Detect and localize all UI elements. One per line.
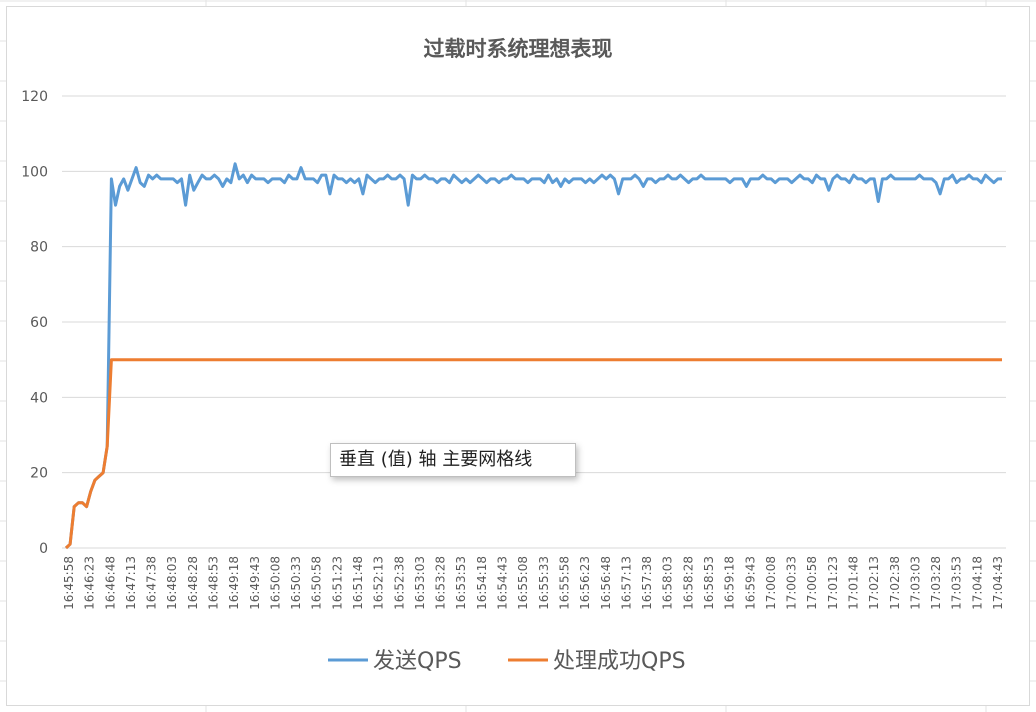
x-tick-label: 16:58:28 [681, 556, 695, 610]
x-tick-label: 17:00:58 [805, 556, 819, 610]
x-tick-label: 16:55:33 [537, 556, 551, 610]
y-tick-label: 80 [30, 240, 48, 256]
horizontal-gridlines[interactable] [62, 95, 1006, 549]
x-tick-label: 17:00:33 [785, 556, 799, 610]
x-tick-label: 16:46:48 [103, 556, 117, 610]
x-tick-label: 16:48:03 [165, 556, 179, 610]
x-tick-label: 16:48:28 [186, 556, 200, 610]
x-tick-label: 16:54:18 [475, 556, 489, 610]
chart-area[interactable] [6, 6, 1030, 706]
x-tick-label: 16:48:53 [207, 556, 221, 610]
x-tick-label: 17:00:08 [764, 556, 778, 610]
y-tick-label: 120 [21, 89, 48, 105]
x-tick-label: 16:50:58 [310, 556, 324, 610]
y-tick-label: 0 [39, 541, 48, 557]
series-line-1[interactable] [64, 162, 1002, 550]
x-tick-label: 16:55:08 [516, 556, 530, 610]
x-tick-label: 16:50:33 [289, 556, 303, 610]
legend-label: 处理成功QPS [553, 649, 686, 674]
x-tick-label: 17:03:03 [908, 556, 922, 610]
x-tick-label: 16:52:13 [372, 556, 386, 610]
x-tick-label: 16:58:53 [702, 556, 716, 610]
x-tick-label: 17:02:38 [888, 556, 902, 610]
x-tick-label: 16:59:18 [723, 556, 737, 610]
series-line-2[interactable] [64, 358, 1002, 550]
x-tick-label: 17:03:53 [950, 556, 964, 610]
y-tick-label: 100 [21, 164, 48, 180]
y-tick-label: 60 [30, 315, 48, 331]
gridline-tooltip: 垂直 (值) 轴 主要网格线 [330, 443, 576, 477]
x-tick-label: 16:51:48 [351, 556, 365, 610]
legend[interactable]: 发送QPS 处理成功QPS [328, 649, 686, 674]
chart-title: 过载时系统理想表现 [424, 37, 613, 61]
x-tick-label: 17:01:23 [826, 556, 840, 610]
x-tick-label: 16:45:58 [62, 556, 76, 610]
x-tick-label: 16:53:03 [413, 556, 427, 610]
x-tick-label: 16:54:43 [496, 556, 510, 610]
x-tick-label: 16:59:43 [743, 556, 757, 610]
x-tick-label: 16:57:13 [619, 556, 633, 610]
x-tick-label: 16:52:38 [392, 556, 406, 610]
x-tick-label: 16:46:23 [83, 556, 97, 610]
x-tick-label: 17:04:43 [991, 556, 1005, 610]
x-tick-label: 17:01:48 [846, 556, 860, 610]
x-tick-label: 16:53:53 [454, 556, 468, 610]
x-tick-label: 16:47:13 [124, 556, 138, 610]
x-tick-label: 17:04:18 [970, 556, 984, 610]
x-tick-label: 16:57:38 [640, 556, 654, 610]
x-tick-label: 16:58:03 [661, 556, 675, 610]
x-tick-label: 17:02:13 [867, 556, 881, 610]
y-tick-label: 40 [30, 390, 48, 406]
y-axis-labels[interactable]: 0 20 40 60 80 100 120 [21, 89, 48, 557]
x-tick-label: 16:49:18 [227, 556, 241, 610]
x-tick-label: 17:03:28 [929, 556, 943, 610]
x-tick-label: 16:50:08 [268, 556, 282, 610]
x-tick-label: 16:49:43 [248, 556, 262, 610]
x-tick-label: 16:47:38 [145, 556, 159, 610]
x-tick-label: 16:53:28 [434, 556, 448, 610]
y-tick-label: 20 [30, 466, 48, 482]
x-axis-labels[interactable]: 16:45:58 16:46:23 16:46:48 16:47:13 16:47:38… [62, 556, 1005, 610]
x-tick-label: 16:55:58 [557, 556, 571, 610]
x-tick-label: 16:51:23 [330, 556, 344, 610]
x-tick-label: 16:56:48 [599, 556, 613, 610]
legend-label: 发送QPS [373, 649, 462, 674]
series-lines[interactable] [64, 162, 1002, 550]
x-tick-label: 16:56:23 [578, 556, 592, 610]
